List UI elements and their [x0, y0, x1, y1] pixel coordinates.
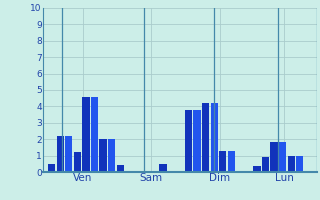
Bar [287, 156, 295, 172]
Bar [185, 110, 192, 172]
Bar [270, 142, 278, 172]
Bar [91, 97, 98, 172]
Bar [296, 156, 303, 172]
Bar [279, 142, 286, 172]
Bar [65, 136, 73, 172]
Bar [74, 152, 81, 172]
Bar [219, 151, 226, 172]
Bar [108, 139, 115, 172]
Bar [228, 151, 235, 172]
Bar [253, 166, 260, 172]
Bar [48, 164, 55, 172]
Bar [159, 164, 166, 172]
Bar [262, 157, 269, 172]
Bar [57, 136, 64, 172]
Bar [82, 97, 90, 172]
Bar [116, 165, 124, 172]
Bar [211, 103, 218, 172]
Bar [202, 103, 209, 172]
Bar [194, 110, 201, 172]
Bar [100, 139, 107, 172]
